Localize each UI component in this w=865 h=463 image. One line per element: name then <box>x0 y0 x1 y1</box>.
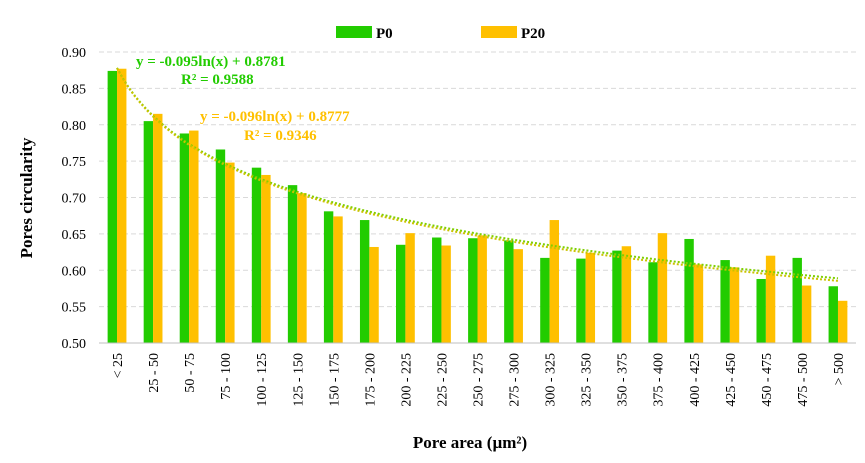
x-tick-label: 450 - 475 <box>760 353 775 407</box>
bar-p0-7 <box>323 211 334 343</box>
trendline-p0 <box>116 67 839 280</box>
legend-swatch-p0 <box>336 26 372 38</box>
bar-p20-18 <box>729 267 740 343</box>
legend: P0 P20 <box>336 26 545 42</box>
bar-p20-21 <box>837 300 848 343</box>
bar-p0-18 <box>720 260 730 343</box>
x-tick-label: 25 - 50 <box>147 353 162 393</box>
y-axis-title: Pores circularity <box>17 137 36 258</box>
bar-p20-7 <box>333 216 343 343</box>
x-tick-label: 425 - 450 <box>724 353 739 407</box>
bar-p0-6 <box>287 185 298 343</box>
x-tick-label: 475 - 500 <box>796 353 811 407</box>
bar-p20-19 <box>765 255 776 343</box>
bar-p0-5 <box>251 167 262 343</box>
x-tick-label: 50 - 75 <box>183 353 198 393</box>
bar-p20-13 <box>549 220 559 343</box>
bar-p20-4 <box>225 162 235 343</box>
bar-p20-14 <box>585 252 596 343</box>
x-tick-label: 250 - 275 <box>472 353 487 407</box>
x-tick-label: 325 - 350 <box>580 353 595 407</box>
bar-p20-15 <box>621 246 632 343</box>
x-tick-label: < 25 <box>111 353 126 378</box>
bar-p0-15 <box>612 250 622 343</box>
legend-label-p20: P20 <box>521 26 545 42</box>
bar-p20-8 <box>369 246 379 343</box>
trendlines <box>116 67 839 282</box>
x-tick-label: 100 - 125 <box>255 353 270 407</box>
y-tick-label: 0.90 <box>62 46 87 61</box>
x-axis-ticks: < 25 25 - 50 50 - 75 75 - 100 100 - 125 125 -… <box>111 353 847 407</box>
x-tick-label: 375 - 400 <box>652 353 667 407</box>
bar-p20-6 <box>297 193 307 343</box>
trendline-p20 <box>116 67 839 282</box>
y-tick-label: 0.50 <box>62 337 87 352</box>
bar-p0-20 <box>792 257 802 343</box>
legend-label-p0: P0 <box>376 26 393 42</box>
trendline-r2-p20: R² = 0.9346 <box>244 128 317 144</box>
bar-p0-9 <box>396 244 406 343</box>
x-tick-label: 75 - 100 <box>219 353 234 400</box>
x-tick-label: 350 - 375 <box>616 353 631 407</box>
y-tick-label: 0.65 <box>62 228 87 243</box>
x-tick-label: > 500 <box>832 353 847 385</box>
x-tick-label: 225 - 250 <box>435 353 450 407</box>
bar-p20-16 <box>657 233 668 343</box>
bar-p0-3 <box>179 133 190 343</box>
bar-p20-17 <box>693 264 704 343</box>
bar-p0-14 <box>576 258 586 343</box>
bar-p20-5 <box>261 174 271 343</box>
bars <box>107 68 848 344</box>
trendline-r2-p0: R² = 0.9588 <box>181 72 254 88</box>
bar-p0-13 <box>540 257 550 343</box>
bar-p20-3 <box>189 130 199 343</box>
y-tick-label: 0.60 <box>62 264 87 279</box>
y-tick-label: 0.85 <box>62 82 87 97</box>
legend-swatch-p20 <box>481 26 517 38</box>
x-tick-label: 200 - 225 <box>399 353 414 407</box>
bar-p20-2 <box>153 113 163 344</box>
x-tick-label: 400 - 425 <box>688 353 703 407</box>
y-tick-label: 0.75 <box>62 155 87 170</box>
x-tick-label: 300 - 325 <box>544 353 559 407</box>
bar-p20-1 <box>117 68 127 344</box>
x-axis-title: Pore area (µm²) <box>413 433 527 452</box>
y-tick-label: 0.55 <box>62 301 87 316</box>
trendline-equation-p20: y = -0.096ln(x) + 0.8777 <box>200 109 350 125</box>
bar-p0-12 <box>504 240 514 343</box>
bar-p20-12 <box>513 249 523 343</box>
y-tick-label: 0.80 <box>62 119 87 134</box>
bar-p0-16 <box>648 262 658 343</box>
trendline-equation-p0: y = -0.095ln(x) + 0.8781 <box>136 54 286 70</box>
bar-p0-10 <box>432 237 442 343</box>
bar-p0-4 <box>215 149 226 343</box>
bar-p20-11 <box>477 235 487 343</box>
x-tick-label: 275 - 300 <box>508 353 523 407</box>
bar-p20-20 <box>801 285 812 343</box>
bar-p0-1 <box>107 70 118 343</box>
bar-p0-8 <box>359 220 370 343</box>
bar-p0-21 <box>828 286 838 343</box>
bar-p20-10 <box>441 245 451 343</box>
bar-p20-9 <box>405 233 415 343</box>
bar-p0-11 <box>468 238 478 343</box>
bar-p0-19 <box>756 278 766 343</box>
bar-p0-17 <box>684 238 694 343</box>
y-tick-label: 0.70 <box>62 192 87 207</box>
x-tick-label: 125 - 150 <box>291 353 306 407</box>
bar-p0-2 <box>143 121 154 343</box>
x-tick-label: 175 - 200 <box>363 353 378 407</box>
y-axis-ticks: 0.50 0.55 0.60 0.65 0.70 0.75 0.80 0.85 0.90 <box>62 46 87 352</box>
x-tick-label: 150 - 175 <box>327 353 342 407</box>
